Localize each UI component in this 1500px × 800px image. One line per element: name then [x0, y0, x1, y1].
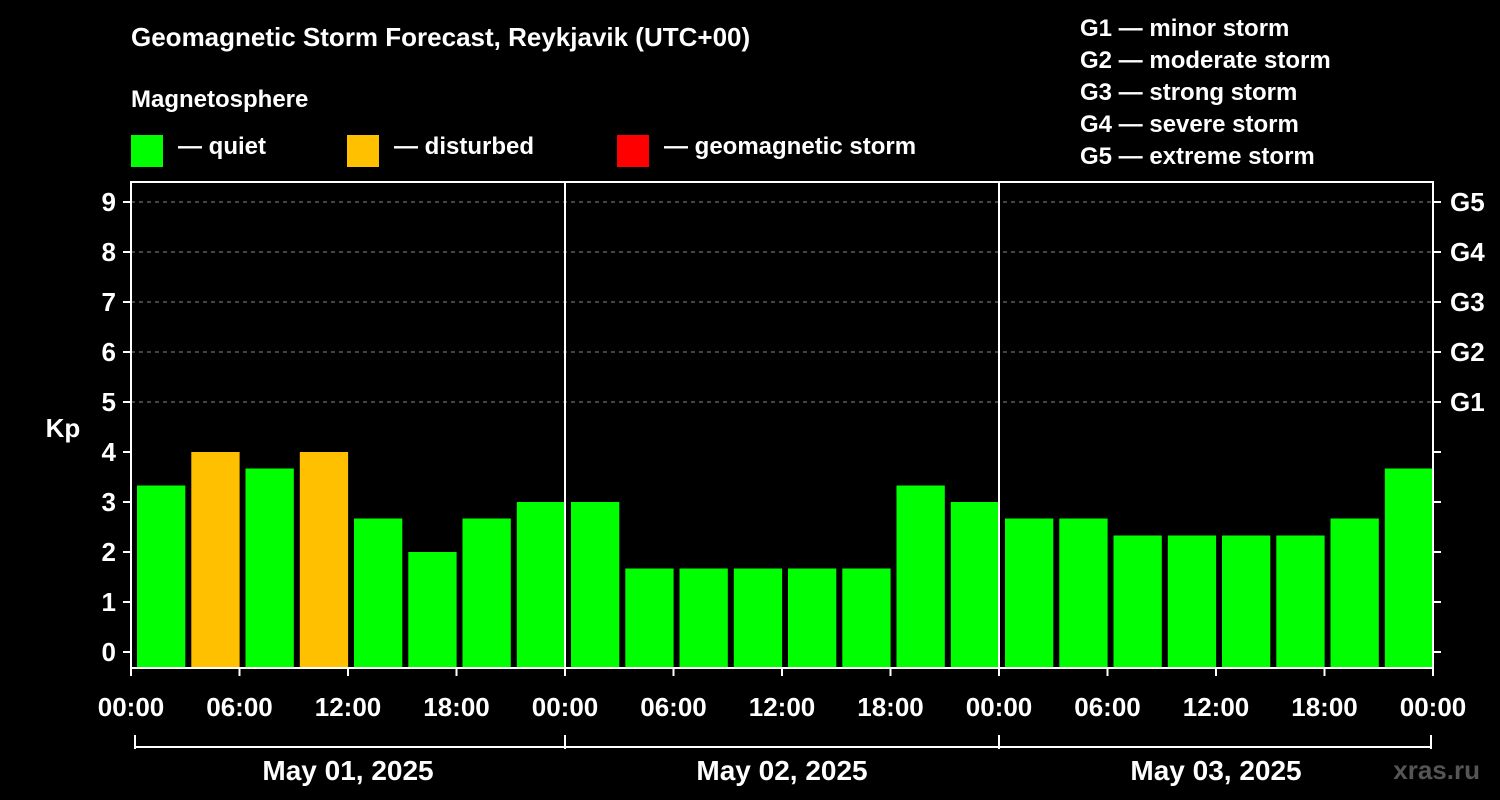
kp-bar-3: [299, 452, 349, 668]
y-tick-label-8: 8: [102, 237, 116, 267]
x-tick-label-12: 00:00: [1400, 692, 1467, 722]
gscale-g2: G2 — moderate storm: [1080, 47, 1331, 74]
y-tick-label-7: 7: [102, 287, 116, 317]
kp-bar-1: [191, 452, 240, 668]
x-tick-label-8: 00:00: [966, 692, 1033, 722]
magnetosphere-title: Magnetosphere: [131, 86, 309, 113]
y-axis-label: Kp: [46, 413, 81, 443]
x-tick-label-4: 00:00: [532, 692, 599, 722]
date-label-2: May 03, 2025: [1130, 755, 1301, 786]
right-tick-label-g5: G5: [1450, 187, 1485, 217]
kp-bar-20: [1222, 535, 1271, 668]
kp-bar-8: [571, 502, 620, 668]
gscale-g5: G5 — extreme storm: [1080, 143, 1315, 170]
legend-label-disturbed: — disturbed: [394, 133, 535, 160]
kp-bar-21: [1276, 535, 1325, 668]
kp-bar-15: [950, 502, 1000, 668]
y-tick-label-2: 2: [102, 537, 116, 567]
x-tick-label-7: 18:00: [857, 692, 924, 722]
kp-bar-14: [896, 485, 945, 668]
kp-bar-19: [1167, 535, 1217, 668]
x-tick-label-0: 00:00: [98, 692, 165, 722]
legend-swatch-storm: [617, 135, 649, 167]
date-label-0: May 01, 2025: [262, 755, 433, 786]
kp-bar-2: [245, 468, 294, 668]
gscale-g4: G4 — severe storm: [1080, 111, 1299, 138]
x-tick-label-11: 18:00: [1291, 692, 1358, 722]
chart-title: Geomagnetic Storm Forecast, Reykjavik (U…: [131, 22, 751, 52]
right-tick-label-g2: G2: [1450, 337, 1485, 367]
kp-bar-13: [842, 568, 891, 668]
kp-bar-23: [1384, 468, 1434, 668]
kp-bar-11: [733, 568, 783, 668]
x-tick-label-1: 06:00: [206, 692, 273, 722]
y-tick-label-4: 4: [102, 437, 117, 467]
y-tick-label-0: 0: [102, 637, 116, 667]
x-tick-label-10: 12:00: [1183, 692, 1250, 722]
x-tick-label-6: 12:00: [749, 692, 816, 722]
legend-label-quiet: — quiet: [178, 133, 266, 160]
legend-label-storm: — geomagnetic storm: [664, 133, 917, 160]
kp-bar-4: [354, 518, 403, 668]
y-tick-label-6: 6: [102, 337, 116, 367]
kp-bar-6: [462, 518, 511, 668]
y-tick-label-5: 5: [102, 387, 116, 417]
kp-bar-12: [788, 568, 837, 668]
kp-bar-7: [516, 502, 566, 668]
kp-bar-22: [1330, 518, 1379, 668]
watermark: xras.ru: [1393, 755, 1480, 785]
kp-bar-18: [1113, 535, 1162, 668]
legend-swatch-disturbed: [347, 135, 379, 167]
x-tick-label-3: 18:00: [423, 692, 490, 722]
y-tick-label-9: 9: [102, 187, 116, 217]
kp-bar-17: [1059, 518, 1108, 668]
y-tick-label-1: 1: [102, 587, 116, 617]
x-tick-label-9: 06:00: [1074, 692, 1141, 722]
kp-bar-16: [1005, 518, 1054, 668]
x-tick-label-2: 12:00: [315, 692, 382, 722]
right-tick-label-g4: G4: [1450, 237, 1485, 267]
legend-swatch-quiet: [131, 135, 163, 167]
date-label-1: May 02, 2025: [696, 755, 867, 786]
kp-bar-0: [137, 485, 186, 668]
gscale-g1: G1 — minor storm: [1080, 15, 1290, 42]
right-tick-label-g1: G1: [1450, 387, 1485, 417]
kp-bar-10: [679, 568, 728, 668]
kp-bar-5: [408, 552, 457, 668]
right-tick-label-g3: G3: [1450, 287, 1485, 317]
kp-bar-9: [625, 568, 674, 668]
x-tick-label-5: 06:00: [640, 692, 707, 722]
gscale-g3: G3 — strong storm: [1080, 79, 1298, 106]
y-tick-label-3: 3: [102, 487, 116, 517]
